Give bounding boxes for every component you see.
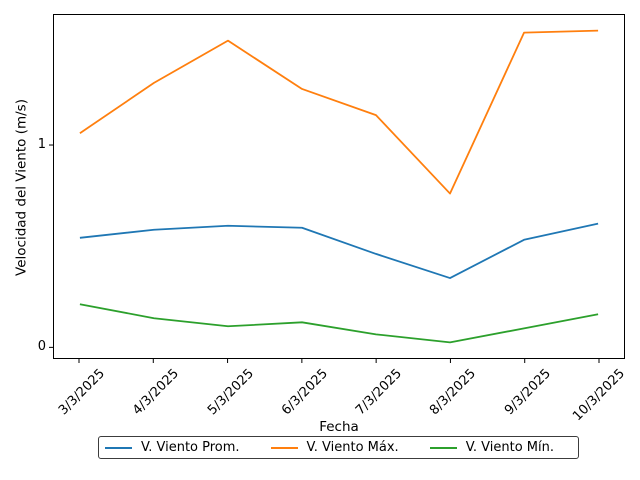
series-line: [79, 29, 599, 195]
legend: V. Viento Prom. V. Viento Máx. V. Viento M…: [98, 436, 579, 459]
legend-line-swatch: [429, 446, 457, 449]
series-line: [79, 222, 599, 279]
y-tick-label: 0: [37, 339, 46, 355]
legend-line-swatch: [270, 446, 298, 449]
series-line: [79, 303, 599, 344]
plot-area: [53, 14, 625, 359]
x-axis-label: Fecha: [319, 419, 359, 435]
legend-label: V. Viento Máx.: [306, 440, 399, 455]
legend-label: V. Viento Mín.: [465, 440, 555, 455]
legend-item: V. Viento Prom.: [105, 440, 240, 455]
y-axis-label: Velocidad del Viento (m/s): [13, 99, 30, 276]
legend-label: V. Viento Prom.: [141, 440, 240, 455]
line-series-canvas: [79, 29, 599, 344]
y-tick-label: 1: [37, 137, 46, 153]
legend-item: V. Viento Mín.: [429, 440, 555, 455]
legend-item: V. Viento Máx.: [270, 440, 399, 455]
legend-line-swatch: [105, 446, 132, 449]
